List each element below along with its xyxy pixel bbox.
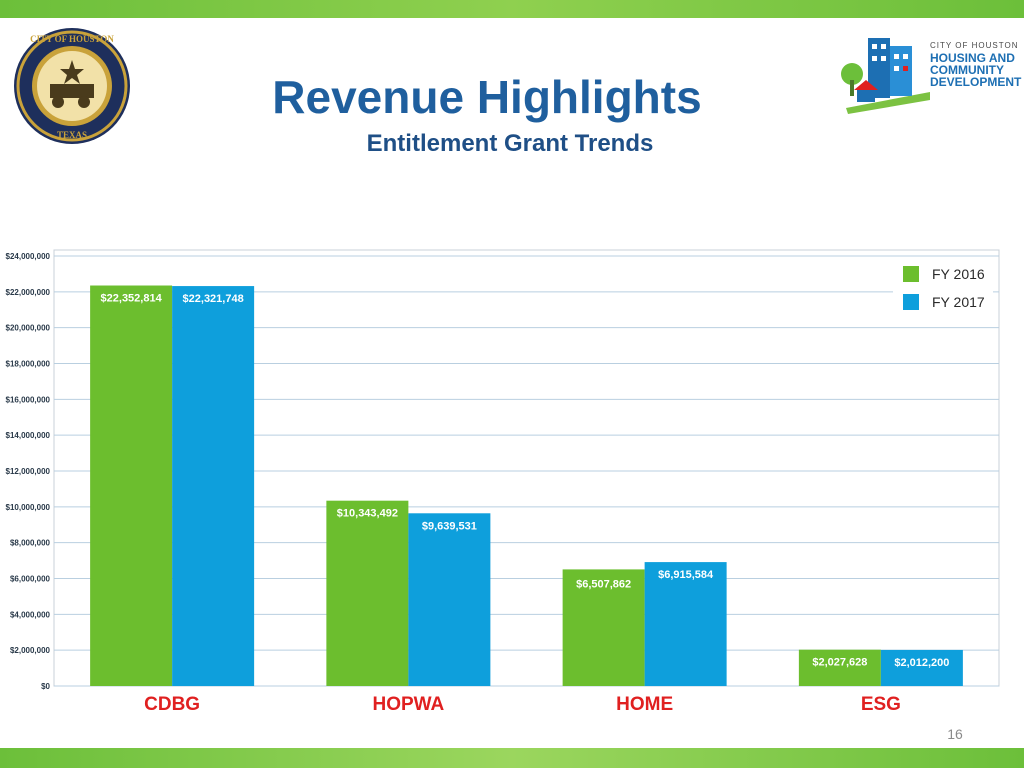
bar-hopwa-fy2017 [408, 513, 491, 686]
housing-department-logo-icon [841, 38, 930, 114]
data-label: $6,507,862 [576, 578, 631, 590]
y-tick-label: $20,000,000 [6, 324, 51, 333]
bar-esg-fy2017 [880, 649, 963, 686]
data-label: $22,352,814 [101, 293, 163, 305]
y-tick-label: $22,000,000 [6, 288, 51, 297]
y-tick-label: $18,000,000 [6, 360, 51, 369]
bar-home-fy2016 [562, 569, 645, 686]
legend-swatch-fy2017 [903, 294, 919, 310]
data-label: $6,915,584 [658, 569, 714, 581]
category-label-home: HOME [616, 694, 673, 715]
y-tick-label: $8,000,000 [10, 539, 51, 548]
legend-label-fy2017: FY 2017 [932, 294, 985, 310]
data-label: $9,639,531 [422, 520, 477, 532]
slide-title: Revenue Highlights [272, 71, 702, 123]
bar-home-fy2017 [644, 562, 727, 686]
data-label: $22,321,748 [183, 293, 244, 305]
y-tick-label: $6,000,000 [10, 575, 51, 584]
bar-hopwa-fy2016 [326, 500, 409, 686]
y-tick-label: $4,000,000 [10, 610, 51, 619]
logo-line1: CITY OF HOUSTON [930, 41, 1019, 50]
bar-cdbg-fy2017 [172, 286, 255, 686]
data-label: $2,027,628 [812, 657, 867, 669]
y-tick-label: $14,000,000 [6, 431, 51, 440]
bar-esg-fy2016 [798, 649, 881, 686]
y-tick-label: $2,000,000 [10, 646, 51, 655]
legend-swatch-fy2016 [903, 266, 919, 282]
category-label-hopwa: HOPWA [372, 694, 444, 715]
svg-text:TEXAS: TEXAS [57, 130, 87, 140]
slide-subtitle: Entitlement Grant Trends [366, 130, 654, 157]
svg-text:CITY OF HOUSTON: CITY OF HOUSTON [30, 34, 114, 44]
page-number: 16 [947, 726, 963, 742]
data-label: $10,343,492 [337, 508, 398, 520]
bottom-accent-bar [0, 748, 1024, 768]
y-tick-label: $0 [41, 682, 50, 691]
logo-line4: DEVELOPMENT [930, 75, 1022, 89]
category-label-esg: ESG [861, 694, 901, 715]
city-seal-icon: CITY OF HOUSTON TEXAS [14, 28, 130, 144]
grant-trends-chart: $0 $2,000,000 $4,000,000 $6,000,000 $8,000,0… [6, 249, 1000, 715]
logo-line2: HOUSING AND [930, 51, 1015, 65]
top-accent-bar [0, 0, 1024, 18]
y-tick-label: $12,000,000 [6, 467, 51, 476]
bar-cdbg-fy2016 [90, 285, 173, 686]
legend-label-fy2016: FY 2016 [932, 266, 985, 282]
data-label: $2,012,200 [894, 657, 949, 669]
y-tick-label: $24,000,000 [6, 252, 51, 261]
category-label-cdbg: CDBG [144, 694, 200, 715]
y-tick-label: $16,000,000 [6, 395, 51, 404]
department-logo-text: CITY OF HOUSTON HOUSING AND COMMUNITY DE… [930, 38, 1021, 88]
y-tick-label: $10,000,000 [6, 503, 51, 512]
logo-line3: COMMUNITY [930, 63, 1004, 77]
